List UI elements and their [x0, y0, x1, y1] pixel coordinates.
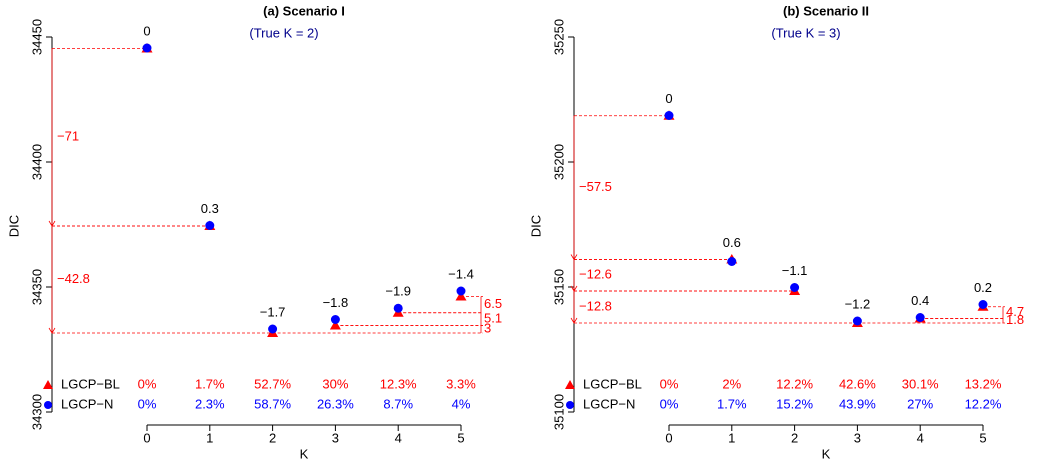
x-tick-label: 3: [854, 430, 861, 445]
share-label: 12.3%: [380, 376, 417, 391]
x-tick-label: 4: [917, 430, 924, 445]
x-axis-label: K: [300, 446, 309, 461]
point-label: −1.4: [448, 266, 474, 281]
legend-marker: [44, 401, 52, 409]
gap-label: −42.8: [57, 271, 90, 286]
gap-label: −12.6: [579, 267, 612, 282]
legend-marker: [43, 380, 53, 389]
gap-label: 4.7: [1006, 304, 1024, 319]
point-label: 0.6: [723, 235, 741, 250]
y-tick-label: 35250: [551, 19, 566, 55]
share-label: 0%: [660, 376, 679, 391]
chart-title: (b) Scenario II: [783, 3, 869, 18]
point: [142, 43, 152, 53]
arrow-head: [48, 327, 56, 334]
point: [268, 324, 278, 334]
legend-label: LGCP−BL: [583, 376, 642, 391]
share-label: 2.3%: [195, 396, 225, 411]
x-tick-label: 5: [457, 430, 464, 445]
point: [456, 286, 466, 296]
point-label: −1.7: [260, 304, 286, 319]
share-label: 1.7%: [195, 376, 225, 391]
chart-subtitle: (True K = 3): [771, 25, 840, 40]
point: [852, 316, 862, 326]
point: [205, 221, 215, 230]
x-tick-label: 3: [332, 430, 339, 445]
y-tick-label: 35200: [551, 144, 566, 180]
gap-label: −12.8: [579, 298, 612, 313]
gap-label: 3: [484, 321, 491, 336]
point-label: 0: [143, 23, 150, 38]
y-tick-label: 34400: [29, 144, 44, 180]
legend-marker: [566, 401, 574, 409]
y-tick-label: 35150: [551, 269, 566, 305]
y-tick-label: 35100: [551, 394, 566, 430]
share-label: 43.9%: [839, 396, 876, 411]
point: [790, 283, 800, 292]
point-label: 0.4: [911, 293, 929, 308]
y-tick-label: 34450: [29, 19, 44, 55]
point-label: 0.2: [974, 280, 992, 295]
legend-label: LGCP−N: [583, 396, 635, 411]
share-label: 15.2%: [776, 396, 813, 411]
y-tick-label: 34350: [29, 269, 44, 305]
share-label: 27%: [907, 396, 933, 411]
x-tick-label: 2: [791, 430, 798, 445]
share-label: 30%: [322, 376, 348, 391]
x-tick-label: 0: [665, 430, 672, 445]
gap-label: 5.1: [484, 311, 502, 326]
point: [664, 111, 674, 120]
point: [330, 315, 340, 324]
share-label: 3.3%: [446, 376, 476, 391]
gap-label: −57.5: [579, 179, 612, 194]
x-tick-label: 5: [979, 430, 986, 445]
point-label: −1.8: [323, 295, 349, 310]
share-label: 26.3%: [317, 396, 354, 411]
point: [455, 291, 467, 301]
share-label: 0%: [138, 376, 157, 391]
share-label: 2%: [722, 376, 741, 391]
point-label: 0: [665, 91, 672, 106]
legend-label: LGCP−N: [61, 396, 113, 411]
point: [978, 300, 988, 309]
point-label: 0.3: [201, 201, 219, 216]
point: [727, 257, 737, 266]
gap-label: 1.8: [1006, 312, 1024, 327]
x-tick-label: 0: [143, 430, 150, 445]
share-label: 52.7%: [254, 376, 291, 391]
share-label: 0%: [660, 396, 679, 411]
x-tick-label: 1: [728, 430, 735, 445]
point: [393, 303, 403, 313]
gap-label: 6.5: [484, 296, 502, 311]
y-axis-label: DIC: [6, 215, 21, 237]
gap-label: −71: [57, 129, 79, 144]
share-label: 42.6%: [839, 376, 876, 391]
share-label: 12.2%: [965, 396, 1002, 411]
legend-marker: [565, 380, 575, 389]
point-label: −1.9: [385, 284, 411, 299]
point-label: −1.1: [782, 263, 808, 278]
point: [329, 320, 341, 330]
y-axis-label: DIC: [528, 215, 543, 237]
point-label: −1.2: [845, 296, 871, 311]
point: [915, 313, 925, 322]
share-label: 0%: [138, 396, 157, 411]
share-label: 1.7%: [717, 396, 747, 411]
share-label: 30.1%: [902, 376, 939, 391]
x-tick-label: 1: [206, 430, 213, 445]
y-tick-label: 34300: [29, 394, 44, 430]
share-label: 12.2%: [776, 376, 813, 391]
legend-label: LGCP−BL: [61, 376, 120, 391]
x-axis-label: K: [822, 446, 831, 461]
x-tick-label: 4: [395, 430, 402, 445]
share-label: 13.2%: [965, 376, 1002, 391]
chart-subtitle: (True K = 2): [249, 25, 318, 40]
arrow-head: [570, 317, 578, 324]
x-tick-label: 2: [269, 430, 276, 445]
share-label: 8.7%: [383, 396, 413, 411]
share-label: 58.7%: [254, 396, 291, 411]
chart-title: (a) Scenario I: [263, 3, 345, 18]
share-label: 4%: [452, 396, 471, 411]
